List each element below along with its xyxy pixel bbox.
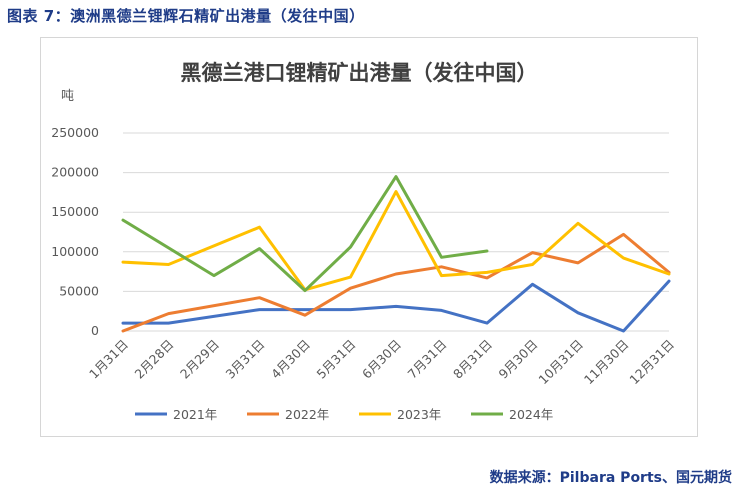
- x-tick-label: 2月29日: [177, 337, 222, 382]
- y-tick-label: 250000: [51, 125, 99, 140]
- x-tick-label: 2月28日: [131, 337, 176, 382]
- y-tick-label: 0: [91, 323, 99, 338]
- chart-frame: 黑德兰港口锂精矿出港量（发往中国） 吨 0 50000 100000 150000 20…: [40, 37, 698, 437]
- x-tick-label: 5月31日: [313, 337, 358, 382]
- x-tick-label: 4月30日: [268, 337, 313, 382]
- y-tick-labels: 0 50000 100000 150000 200000 250000: [51, 125, 99, 338]
- legend-label: 2023年: [397, 407, 441, 422]
- x-tick-label: 11月30日: [581, 337, 632, 388]
- y-axis-unit-label: 吨: [61, 89, 74, 104]
- x-tick-label: 3月31日: [222, 337, 267, 382]
- y-tick-label: 150000: [51, 204, 99, 219]
- line-chart: 黑德兰港口锂精矿出港量（发往中国） 吨 0 50000 100000 150000 20…: [51, 61, 677, 422]
- source-note: 数据来源：Pilbara Ports、国元期货: [489, 470, 732, 486]
- legend-label: 2024年: [509, 407, 553, 422]
- x-tick-label: 1月31日: [86, 337, 131, 382]
- x-tick-label: 10月31日: [535, 337, 586, 388]
- series-lines: [121, 175, 671, 333]
- grid-lines: [123, 132, 669, 332]
- chart-title: 黑德兰港口锂精矿出港量（发往中国）: [181, 61, 538, 85]
- series-line-0: [121, 279, 671, 333]
- y-tick-label: 50000: [59, 283, 99, 298]
- legend-label: 2021年: [173, 407, 217, 422]
- series-line-2: [121, 190, 671, 292]
- x-tick-label: 7月31日: [404, 337, 449, 382]
- y-tick-label: 100000: [51, 244, 99, 259]
- legend-label: 2022年: [285, 407, 329, 422]
- series-line-3: [121, 175, 489, 293]
- x-tick-label: 9月30日: [495, 337, 540, 382]
- x-tick-label: 8月31日: [450, 337, 495, 382]
- figure-caption: 图表 7：澳洲黑德兰锂辉石精矿出港量（发往中国）: [7, 7, 365, 25]
- legend: 2021年 2022年 2023年 2024年: [135, 407, 553, 422]
- series-line-1: [121, 232, 671, 333]
- x-tick-label: 6月30日: [359, 337, 404, 382]
- y-tick-label: 200000: [51, 165, 99, 180]
- x-tick-label: 12月31日: [626, 337, 677, 388]
- x-tick-labels: 1月31日 2月28日 2月29日 3月31日 4月30日 5月31日 6月30日 7月31日…: [86, 337, 677, 388]
